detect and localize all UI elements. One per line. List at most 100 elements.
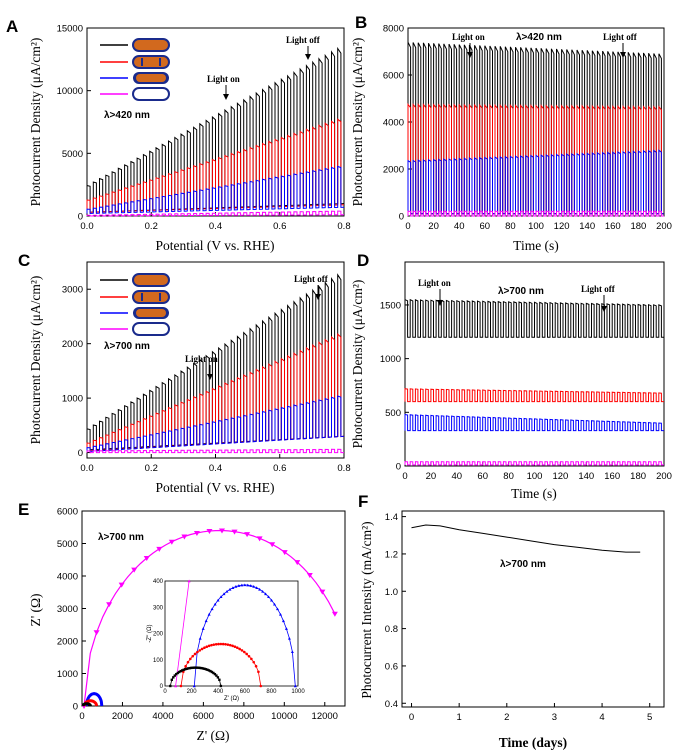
- inset-data-point: [213, 672, 217, 676]
- light-on-annotation: Light on: [452, 32, 485, 42]
- inset-data-point: [237, 584, 241, 587]
- inset-data-point: [194, 666, 197, 669]
- x-tick-label: 0.0: [80, 221, 93, 232]
- x-tick-label: 120: [552, 471, 568, 482]
- x-tick-label: 0.8: [337, 463, 350, 474]
- inset-data-point: [173, 674, 176, 677]
- y-tick-label: 5000: [62, 149, 83, 160]
- panel-e: E 0 2000 4000 6000 8000 10000 1200001000200030…: [18, 500, 346, 743]
- inset-data-point: [246, 583, 250, 587]
- x-axis-label: Time (days): [499, 735, 567, 750]
- panel-label-a: A: [6, 17, 18, 36]
- x-tick-label: 200: [656, 221, 672, 232]
- x-tick-label: 120: [554, 221, 570, 232]
- inset-data-point: [264, 592, 268, 596]
- inset-data-point: [234, 585, 238, 588]
- inset-data-point: [184, 664, 187, 668]
- inset-x-tick-label: 1000: [291, 689, 305, 695]
- x-tick-label: 200: [656, 471, 672, 482]
- nanorod-icon-full: [132, 38, 170, 52]
- data-point-marker: [156, 546, 163, 552]
- inset-data-point: [178, 670, 181, 674]
- inset-data-point: [221, 642, 225, 646]
- inset-data-point: [210, 643, 213, 647]
- panel-label-c: C: [18, 251, 30, 270]
- nanorod-icon-partial-2: [133, 72, 169, 84]
- arc-blue-arc: [85, 692, 104, 707]
- data-point-marker: [106, 602, 113, 608]
- inset-data-point: [216, 598, 220, 602]
- inset-data-point: [195, 666, 199, 669]
- x-tick-label: 100: [528, 221, 544, 232]
- annotation-arrow-head: [305, 54, 311, 60]
- arc-red-arc: [82, 699, 99, 707]
- inset-y-tick-label: 300: [153, 605, 164, 611]
- inset-data-point: [200, 666, 203, 670]
- inset-data-point: [214, 642, 218, 646]
- inset-data-point: [196, 650, 199, 654]
- inset-data-point: [210, 670, 214, 674]
- series-line-sample-3: [404, 413, 664, 432]
- x-tick-label: 140: [579, 221, 595, 232]
- inset-data-point: [179, 684, 183, 688]
- x-axis-label: Z' (Ω): [196, 728, 229, 743]
- inset-data-point: [198, 649, 202, 652]
- inset-data-point: [235, 646, 239, 650]
- y-tick-label: 1500: [380, 300, 401, 311]
- series-line-sample-4: [404, 461, 664, 466]
- inset-data-point: [290, 650, 294, 654]
- inset-y-axis-label: -Z'' (Ω): [147, 624, 153, 642]
- y-tick-label: 500: [385, 408, 401, 419]
- data-point-marker: [331, 611, 338, 617]
- y-tick-label: 4000: [57, 572, 78, 583]
- x-tick-label: 80: [505, 221, 516, 232]
- inset-data-point: [216, 676, 220, 679]
- data-point-marker: [93, 630, 100, 636]
- inset-data-point: [197, 666, 200, 669]
- x-tick-label: 40: [454, 221, 465, 232]
- x-tick-label: 1: [457, 712, 462, 723]
- inset-data-point: [186, 667, 190, 670]
- panel-b: B 0 20 40 60 80 100 120 140 160 180 20002000400060…: [350, 13, 672, 253]
- inset-data-point: [183, 668, 187, 671]
- x-axis-label: Potential (V vs. RHE): [156, 480, 275, 495]
- y-tick-label: 0: [399, 212, 404, 223]
- x-tick-label: 0.6: [273, 221, 286, 232]
- inset-data-point: [182, 668, 185, 671]
- inset-data-point: [240, 583, 244, 587]
- inset-x-tick-label: 0: [163, 689, 167, 695]
- condition-label: λ>420 nm: [104, 110, 150, 121]
- inset-data-point: [243, 650, 246, 654]
- x-tick-label: 2000: [112, 711, 133, 722]
- panel-d: D 0 20 40 60 80 100 120 140 160 180 200 0 500 1000 150…: [350, 251, 672, 501]
- y-axis-label: Photocurrent Density (μA/cm²): [28, 276, 43, 445]
- inset-data-point: [174, 684, 178, 688]
- y-tick-label: 2000: [62, 339, 83, 350]
- y-axis-label: Photocurrent Density (μA/cm²): [28, 38, 43, 207]
- y-tick-label: 2000: [57, 637, 78, 648]
- inset-data-point: [209, 669, 212, 673]
- inset-data-point: [252, 585, 256, 588]
- inset-data-point: [261, 589, 265, 593]
- inset-data-point: [254, 664, 258, 668]
- data-point-marker: [181, 534, 188, 540]
- x-axis-label: Potential (V vs. RHE): [156, 238, 275, 253]
- inset-data-point: [215, 674, 218, 677]
- inset-data-point: [193, 652, 197, 656]
- panel-label-f: F: [358, 492, 368, 511]
- inset-data-point: [258, 587, 262, 591]
- inset-data-point: [191, 654, 194, 658]
- inset-data-point: [240, 649, 244, 652]
- inset-data-point: [284, 627, 288, 630]
- x-tick-label: 0.2: [145, 221, 158, 232]
- inset-data-point: [191, 666, 194, 669]
- inset-data-point: [204, 619, 208, 623]
- x-tick-label: 60: [480, 221, 491, 232]
- panel-f: F 0 1 2 3 4 5 0.4 0.6 0.8 1.0 1.2 1.4 Time (days) Pho…: [358, 492, 665, 750]
- nanorod-icon-empty: [132, 322, 170, 336]
- inset-data-point: [189, 666, 193, 670]
- inset-data-point: [176, 671, 179, 675]
- y-tick-label: 1000: [62, 394, 83, 405]
- inset-data-point: [228, 643, 232, 647]
